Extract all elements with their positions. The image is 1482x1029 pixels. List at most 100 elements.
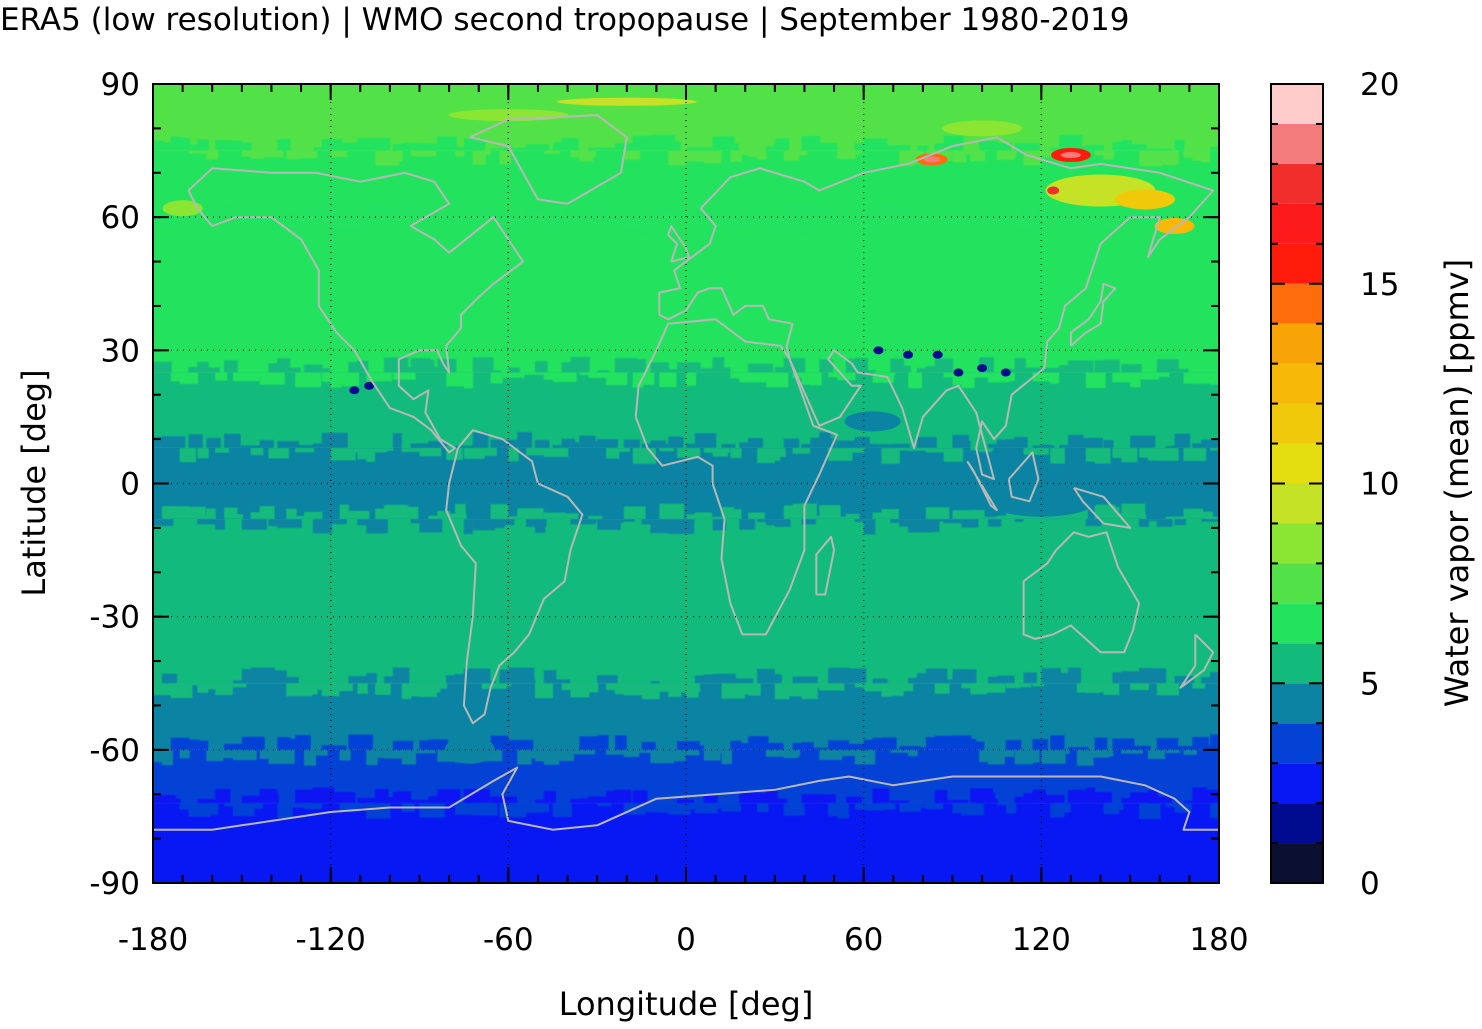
band-edge-cell	[508, 147, 523, 151]
band-edge-cell	[1032, 150, 1043, 159]
band-edge-cell	[739, 442, 755, 448]
band-edge-cell	[259, 150, 272, 158]
band-edge-cell	[721, 683, 745, 699]
band-edge-cell	[837, 749, 855, 757]
band-edge-cell	[1139, 803, 1161, 820]
band-edge-cell	[925, 803, 944, 810]
band-edge-cell	[446, 217, 456, 229]
band-edge-cell	[455, 803, 481, 815]
band-edge-cell	[161, 749, 174, 766]
band-edge-cell	[375, 372, 386, 381]
band-edge-cell	[215, 519, 225, 530]
band-edge-cell	[463, 217, 474, 220]
colorbar-swatch	[1271, 84, 1323, 124]
band-edge-cell	[988, 217, 1005, 229]
band-edge-cell	[1023, 749, 1040, 763]
band-edge-cell	[632, 790, 648, 804]
band-edge-cell	[437, 214, 460, 218]
band-edge-cell	[659, 503, 685, 520]
band-edge-cell	[357, 739, 368, 750]
band-edge-cell	[179, 144, 203, 151]
band-edge-cell	[614, 447, 631, 452]
band-edge-cell	[801, 519, 816, 525]
coastline-5	[1022, 531, 1141, 654]
band-edge-cell	[730, 803, 742, 812]
band-edge-cell	[499, 439, 523, 448]
coastline-1	[469, 114, 628, 205]
colorbar-swatch	[1271, 323, 1323, 364]
band-edge-cell	[961, 217, 973, 223]
band-edge-cell	[330, 745, 347, 750]
band-edge-cell	[908, 803, 920, 806]
colorbar-tick-label: 15	[1360, 267, 1399, 303]
band-edge-cell	[321, 139, 343, 151]
band-edge-cell	[463, 668, 491, 684]
band-edge-cell	[632, 447, 656, 464]
band-edge-cell	[1210, 516, 1219, 520]
band-edge-cell	[694, 433, 717, 448]
grid-lines	[153, 84, 1219, 883]
x-tick-labels: -180 -120 -60 0 60 120 180	[118, 922, 1249, 958]
band-edge-cell	[250, 512, 264, 520]
band-edge-cell	[863, 519, 876, 535]
band-edge-cell	[1174, 139, 1185, 151]
band-edge-cell	[383, 208, 400, 218]
band-edge-cell	[1174, 676, 1194, 684]
band-edge-cell	[1147, 519, 1162, 522]
band-edge-cell	[188, 434, 203, 448]
band-edge-cell	[828, 148, 839, 151]
band-edge-cell	[1094, 792, 1112, 804]
band-edge-cell	[490, 504, 509, 520]
band-edge-cell	[446, 146, 470, 151]
band-edge-cell	[339, 749, 351, 761]
coastline-11	[966, 460, 998, 512]
band-edge-cell	[597, 147, 610, 151]
band-edge-cell	[712, 673, 736, 684]
band-edge-cell	[1130, 372, 1141, 388]
band-edge-cell	[730, 447, 742, 459]
band-edge-cell	[872, 141, 887, 151]
band-edge-cell	[561, 137, 579, 151]
band-edge-cell	[348, 510, 370, 520]
band-edge-cell	[517, 432, 533, 448]
band-edge-cell	[597, 439, 618, 448]
band-edge-cell	[1103, 803, 1120, 815]
band-edge-cell	[890, 749, 910, 753]
colorbar-label: Water vapor (mean) [ppmv]	[1438, 259, 1476, 707]
band-edge-cell	[765, 788, 778, 804]
band-edge-cell	[1067, 217, 1080, 224]
band-edge-cell	[552, 205, 567, 218]
band-edge-cell	[206, 749, 224, 762]
band-edge-cell	[428, 683, 441, 693]
band-edge-cell	[197, 519, 221, 525]
band-edge-cell	[1076, 506, 1088, 520]
band-edge-cell	[250, 209, 264, 218]
band-edge-cell	[1005, 439, 1019, 448]
band-edge-cell	[366, 803, 391, 819]
band-edge-cell	[268, 792, 279, 804]
band-edge-cell	[1139, 745, 1151, 750]
band-edge-cell	[757, 372, 767, 381]
band-edge-cell	[188, 739, 200, 750]
band-edge-cell	[1103, 683, 1120, 695]
band-edge-cell	[694, 803, 718, 814]
band-edge-cell	[1210, 217, 1219, 221]
band-edge-cell	[1174, 519, 1187, 526]
band-edge-cell	[1067, 747, 1089, 750]
band-edge-cell	[463, 372, 474, 389]
colorbar-tick-label: 5	[1360, 666, 1380, 702]
band-edge-cell	[668, 749, 681, 758]
dry-spot-5	[1000, 368, 1011, 377]
band-edge-cell	[534, 361, 548, 373]
band-edge-cell	[428, 441, 443, 448]
band-edge-cell	[534, 146, 544, 151]
band-edge-cell	[1192, 511, 1214, 520]
band-edge-cell	[1192, 683, 1206, 689]
band-edge-cell	[970, 683, 988, 695]
band-edge-cell	[499, 372, 525, 378]
band-edge-cell	[996, 515, 1009, 520]
band-edge-cell	[348, 803, 366, 808]
band-edge-cell	[970, 217, 994, 221]
band-edge-cell	[783, 749, 799, 759]
band-edge-cell	[837, 516, 850, 520]
